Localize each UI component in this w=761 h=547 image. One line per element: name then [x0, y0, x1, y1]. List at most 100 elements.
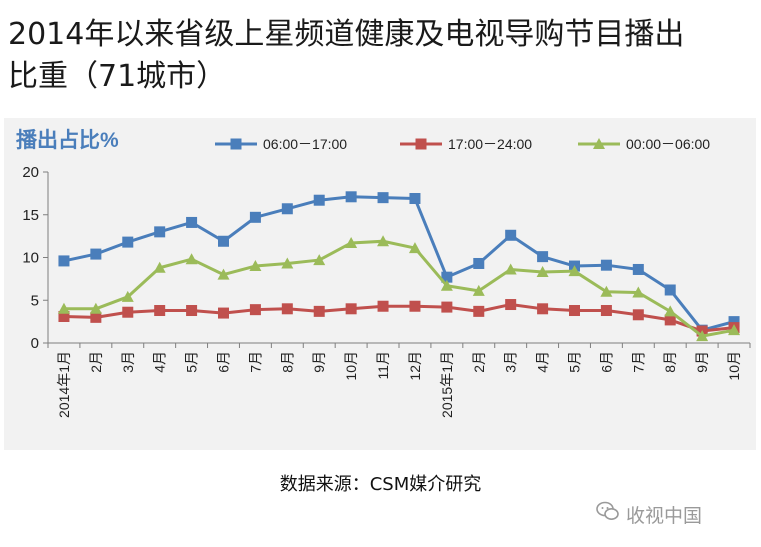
data-point [409, 193, 421, 205]
data-point [185, 253, 198, 265]
data-point [664, 314, 676, 326]
y-tick-label: 15 [22, 207, 39, 224]
data-point [90, 248, 102, 260]
x-tick-label: 2月 [471, 351, 487, 373]
chart-panel [4, 118, 756, 450]
data-point [569, 305, 580, 317]
series-line [63, 303, 735, 333]
x-tick-label: 11月 [375, 351, 391, 380]
data-point [313, 254, 326, 266]
data-point [632, 286, 645, 298]
data-point [696, 330, 709, 342]
legend-marker [593, 138, 605, 149]
data-point [249, 211, 261, 223]
x-tick-label: 3月 [120, 351, 136, 373]
data-point [57, 302, 70, 314]
data-point [281, 303, 293, 315]
x-tick-label: 7月 [247, 351, 263, 373]
data-point [345, 303, 357, 315]
series-line [63, 239, 735, 338]
data-point [186, 305, 198, 317]
x-tick-label: 6月 [598, 351, 614, 373]
data-point [408, 242, 421, 254]
x-tick-label: 10月 [726, 351, 742, 381]
x-tick-label: 8月 [662, 351, 678, 373]
data-point [600, 305, 612, 317]
data-point [664, 305, 677, 317]
data-point [377, 192, 389, 204]
x-tick-label: 4月 [152, 351, 168, 373]
data-point [186, 216, 198, 228]
data-point [728, 324, 741, 336]
data-point [473, 305, 485, 317]
legend-item-2: 17:00－24:00 [400, 136, 532, 152]
data-point [249, 260, 262, 272]
series-line [63, 195, 735, 332]
x-tick-label: 3月 [503, 351, 519, 373]
watermark: 收视中国 [596, 500, 702, 528]
series-2 [58, 299, 740, 337]
data-point [154, 226, 166, 238]
title-line-1: 2014年以来省级上星频道健康及电视导购节目播出 [8, 17, 685, 52]
watermark-text: 收视中国 [626, 505, 703, 527]
chart-series [57, 191, 741, 342]
x-tick-label: 8月 [279, 351, 295, 373]
data-point [537, 251, 549, 263]
data-point [473, 257, 485, 269]
data-point [122, 306, 134, 318]
data-point [505, 229, 517, 241]
x-tick-label: 2015年1月 [439, 351, 455, 418]
legend-label: 17:00－24:00 [448, 136, 532, 152]
x-tick-label: 10月 [343, 351, 359, 381]
data-point [441, 271, 453, 283]
data-point [632, 263, 644, 275]
wechat-icon [596, 500, 620, 527]
data-point [249, 304, 261, 316]
legend-marker [230, 138, 242, 150]
legend-item-1: 06:00－17:00 [215, 136, 347, 152]
data-point [153, 261, 166, 273]
y-tick-label: 5 [31, 292, 39, 309]
legend-marker [415, 138, 427, 150]
x-tick-label: 12月 [407, 351, 423, 381]
title-line-2: 比重（71城市） [8, 59, 227, 94]
data-point [281, 257, 294, 269]
data-point [664, 284, 676, 296]
x-tick-label: 9月 [694, 351, 710, 373]
data-point [122, 236, 134, 248]
data-point [409, 300, 421, 312]
x-tick-label: 4月 [535, 351, 551, 373]
data-source-note: 数据来源：CSM媒介研究 [279, 474, 482, 495]
y-tick-label: 10 [22, 250, 39, 267]
data-point [89, 302, 102, 314]
data-point [728, 316, 740, 328]
series-3 [57, 235, 741, 342]
data-point [217, 268, 230, 280]
data-point [121, 290, 134, 302]
x-tick-label: 9月 [311, 351, 327, 373]
data-point [345, 236, 358, 248]
data-point [600, 259, 612, 271]
legend-label: 00:00－06:00 [626, 136, 710, 152]
data-point [536, 266, 549, 278]
legend-item-3: 00:00－06:00 [578, 136, 710, 152]
y-tick-label: 0 [31, 335, 39, 352]
data-point [632, 309, 644, 321]
data-point [154, 305, 166, 317]
data-point [537, 303, 549, 315]
data-point [281, 203, 293, 215]
data-point [505, 299, 517, 311]
chart-title: 播出占比% [16, 129, 119, 152]
x-tick-label: 7月 [630, 351, 646, 373]
data-point [472, 284, 485, 296]
data-point [600, 285, 613, 297]
x-tick-label: 2014年1月 [56, 351, 72, 418]
data-point [345, 191, 357, 203]
data-point [504, 263, 517, 275]
data-point [568, 265, 581, 277]
x-tick-label: 5月 [184, 351, 200, 373]
data-point [58, 310, 70, 322]
page-title: 2014年以来省级上星频道健康及电视导购节目播出 比重（71城市） [8, 14, 753, 98]
legend-label: 06:00－17:00 [263, 136, 347, 152]
